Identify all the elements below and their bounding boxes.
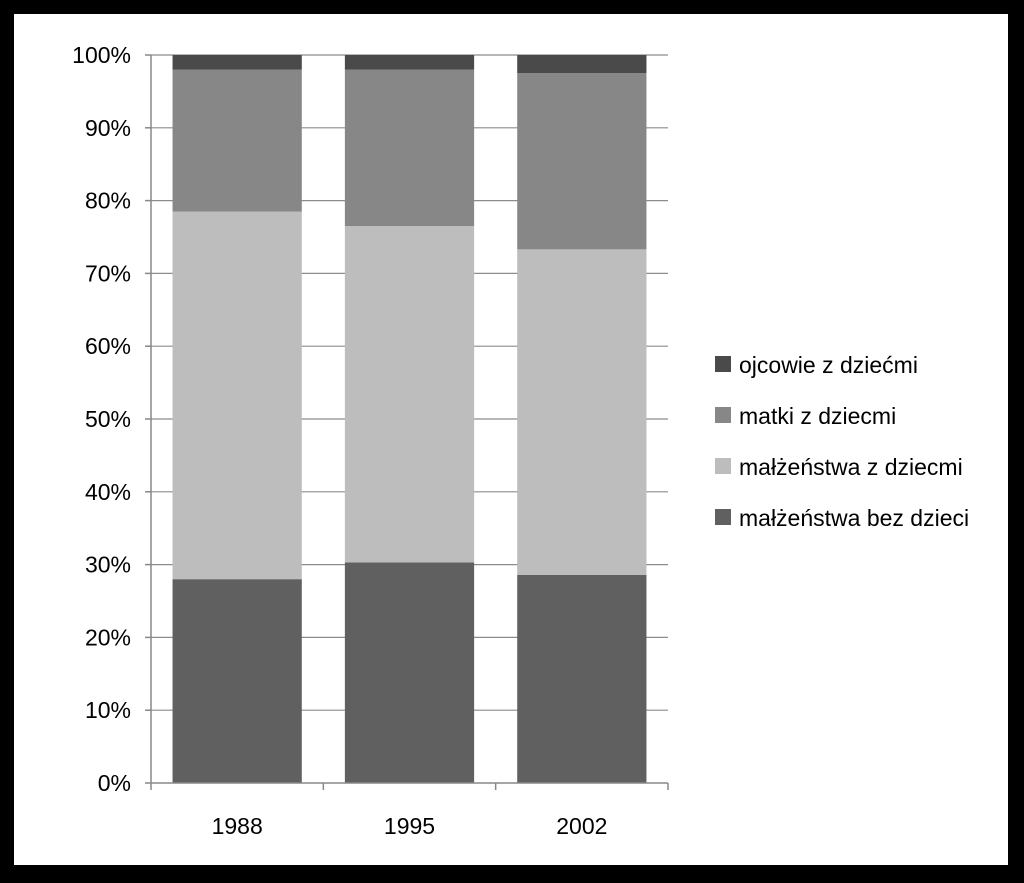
y-tick-label: 90% — [85, 115, 131, 141]
legend-swatch — [715, 356, 731, 372]
bar-segment — [517, 574, 647, 783]
bar-segment — [344, 226, 475, 563]
x-tick-label: 1988 — [212, 813, 263, 839]
legend-label: ojcowie z dziećmi — [739, 352, 918, 378]
axes — [145, 54, 669, 790]
bar-segment — [172, 69, 302, 212]
bar-segment — [172, 211, 302, 580]
y-tick-label: 100% — [72, 42, 131, 68]
y-tick-label: 50% — [85, 406, 131, 432]
legend-label: małżeństwa bez dzieci — [739, 505, 969, 531]
y-tick-label: 40% — [85, 479, 131, 505]
y-tick-label: 30% — [85, 552, 131, 578]
bar-segment — [517, 55, 647, 74]
bar-segment — [172, 55, 302, 70]
legend-swatch — [715, 407, 731, 423]
bar-segment — [517, 73, 647, 250]
legend-label: małżeństwa z dziecmi — [739, 454, 963, 480]
x-tick-label: 2002 — [556, 813, 607, 839]
legend-swatch — [715, 509, 731, 525]
bar-segment — [172, 579, 302, 783]
y-tick-label: 10% — [85, 697, 131, 723]
y-tick-label: 20% — [85, 624, 131, 650]
y-tick-label: 80% — [85, 188, 131, 214]
bar-segment — [344, 562, 475, 783]
legend-swatch — [715, 458, 731, 474]
y-tick-label: 60% — [85, 333, 131, 359]
bar-segment — [344, 69, 475, 227]
y-tick-label: 0% — [98, 770, 131, 796]
legend: ojcowie z dziećmi matki z dziecmi małżeńst… — [715, 352, 969, 531]
bars — [172, 55, 647, 783]
y-tick-label: 70% — [85, 260, 131, 286]
bar-segment — [344, 55, 475, 70]
x-tick-labels: 1988 1995 2002 — [212, 813, 608, 839]
y-tick-labels: 0% 10% 20% 30% 40% 50% 60% 70% 80% 90% 100% — [72, 42, 131, 796]
legend-label: matki z dziecmi — [739, 403, 896, 429]
x-tick-label: 1995 — [384, 813, 435, 839]
bar-segment — [517, 249, 647, 575]
